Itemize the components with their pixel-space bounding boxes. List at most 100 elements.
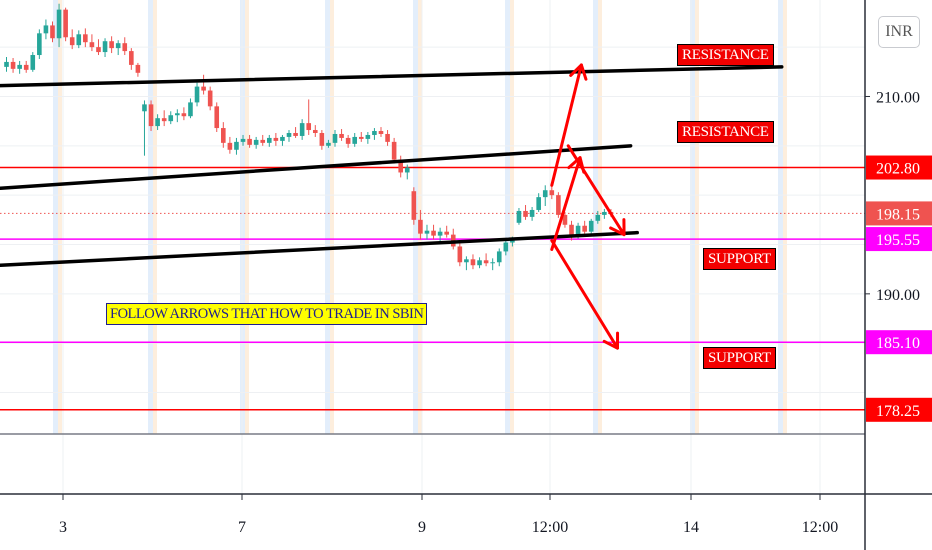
trade-arrow-shaft [550,239,620,350]
x-tick-label: 14 [683,519,699,536]
trendline-lower [0,230,639,267]
y-tick-label: 190.00 [876,287,920,304]
candle-body [457,246,463,263]
price-level-label: 198.15 [876,206,920,223]
candle-body [260,139,266,143]
candle-body [326,142,331,146]
candle-body [135,64,141,73]
candle-body [562,214,568,225]
candle-body [10,61,16,69]
candle-body [529,209,535,217]
candle-body [194,86,200,103]
candle-body [148,104,154,127]
candle-body [201,86,206,91]
candle-body [168,115,174,122]
candle-body [549,190,555,196]
candle-body [424,230,430,234]
candle-body [306,123,312,131]
candle-body [234,141,239,150]
candle-body [319,132,325,146]
resistance-label-upper: RESISTANCE [677,44,774,66]
candle-body [89,42,95,48]
candle-body [30,55,36,70]
session-stripe [245,0,249,434]
candle-body [352,136,358,144]
trendline-upper [0,65,784,88]
candle-body [411,191,417,220]
candle-body [536,197,541,210]
candle-body [510,240,515,243]
candle-body [556,195,561,215]
candle-body [602,211,607,215]
candle-body [372,131,377,135]
candle-body [253,139,259,145]
trade-arrow-shaft [550,63,583,187]
candle-body [391,141,397,160]
candle-body [214,106,220,129]
session-stripe [783,0,787,434]
candle-body [175,113,180,116]
candle-body [102,41,108,53]
candle-body [129,51,134,65]
price-level-tag [866,155,932,180]
candle-body [444,231,449,235]
candle-body [207,90,213,107]
session-stripe [58,0,62,434]
session-stripe [53,0,58,434]
candle-body [161,118,167,122]
candle-body [503,242,509,252]
candle-body [188,102,193,117]
session-stripe [325,0,330,434]
price-level-label: 185.10 [876,335,920,352]
candle-body [37,33,42,56]
candle-body [240,138,246,142]
candle-body [4,61,9,67]
candle-body [404,167,410,173]
candle-body [483,260,489,264]
price-level-tag [866,227,932,252]
candle-body [523,210,528,217]
candle-body [267,137,272,143]
candle-body [582,225,587,232]
candle-body [155,118,160,127]
candle-body [76,34,82,46]
instruction-note: FOLLOW ARROWS THAT HOW TO TRADE IN SBIN [106,303,428,325]
candle-body [312,130,318,133]
trendline-middle [0,144,633,191]
candle-body [490,262,495,264]
x-tick-label: 3 [59,519,67,536]
session-stripe [148,0,153,434]
trade-arrow-head [569,63,588,81]
candle-body [109,41,114,49]
grid-lines [0,0,865,494]
candle-body [385,133,390,142]
session-stripe [778,0,783,434]
axis-corner [866,495,932,550]
candle-body [345,137,351,144]
trade-arrow-shaft [550,156,582,251]
currency-button[interactable]: INR [878,16,920,48]
candle-body [273,137,279,141]
trade-arrows [550,63,626,350]
resistance-label-lower: RESISTANCE [677,121,774,143]
x-tick-label: 9 [418,519,426,536]
candle-body [365,134,371,139]
trendlines [0,65,784,267]
candle-body [50,25,55,39]
candle-body [227,142,233,150]
candle-body [293,132,298,136]
trade-arrow-head [602,331,620,350]
session-stripe [505,0,510,434]
trade-arrow-shaft [566,144,626,237]
candle-body [17,64,22,69]
candle-body [595,214,601,221]
candles [4,3,614,271]
candle-body [339,133,344,138]
candle-body [378,131,384,134]
candle-body [221,128,226,143]
candle-body [181,113,187,117]
candle-body [418,219,423,234]
price-levels [0,166,865,411]
